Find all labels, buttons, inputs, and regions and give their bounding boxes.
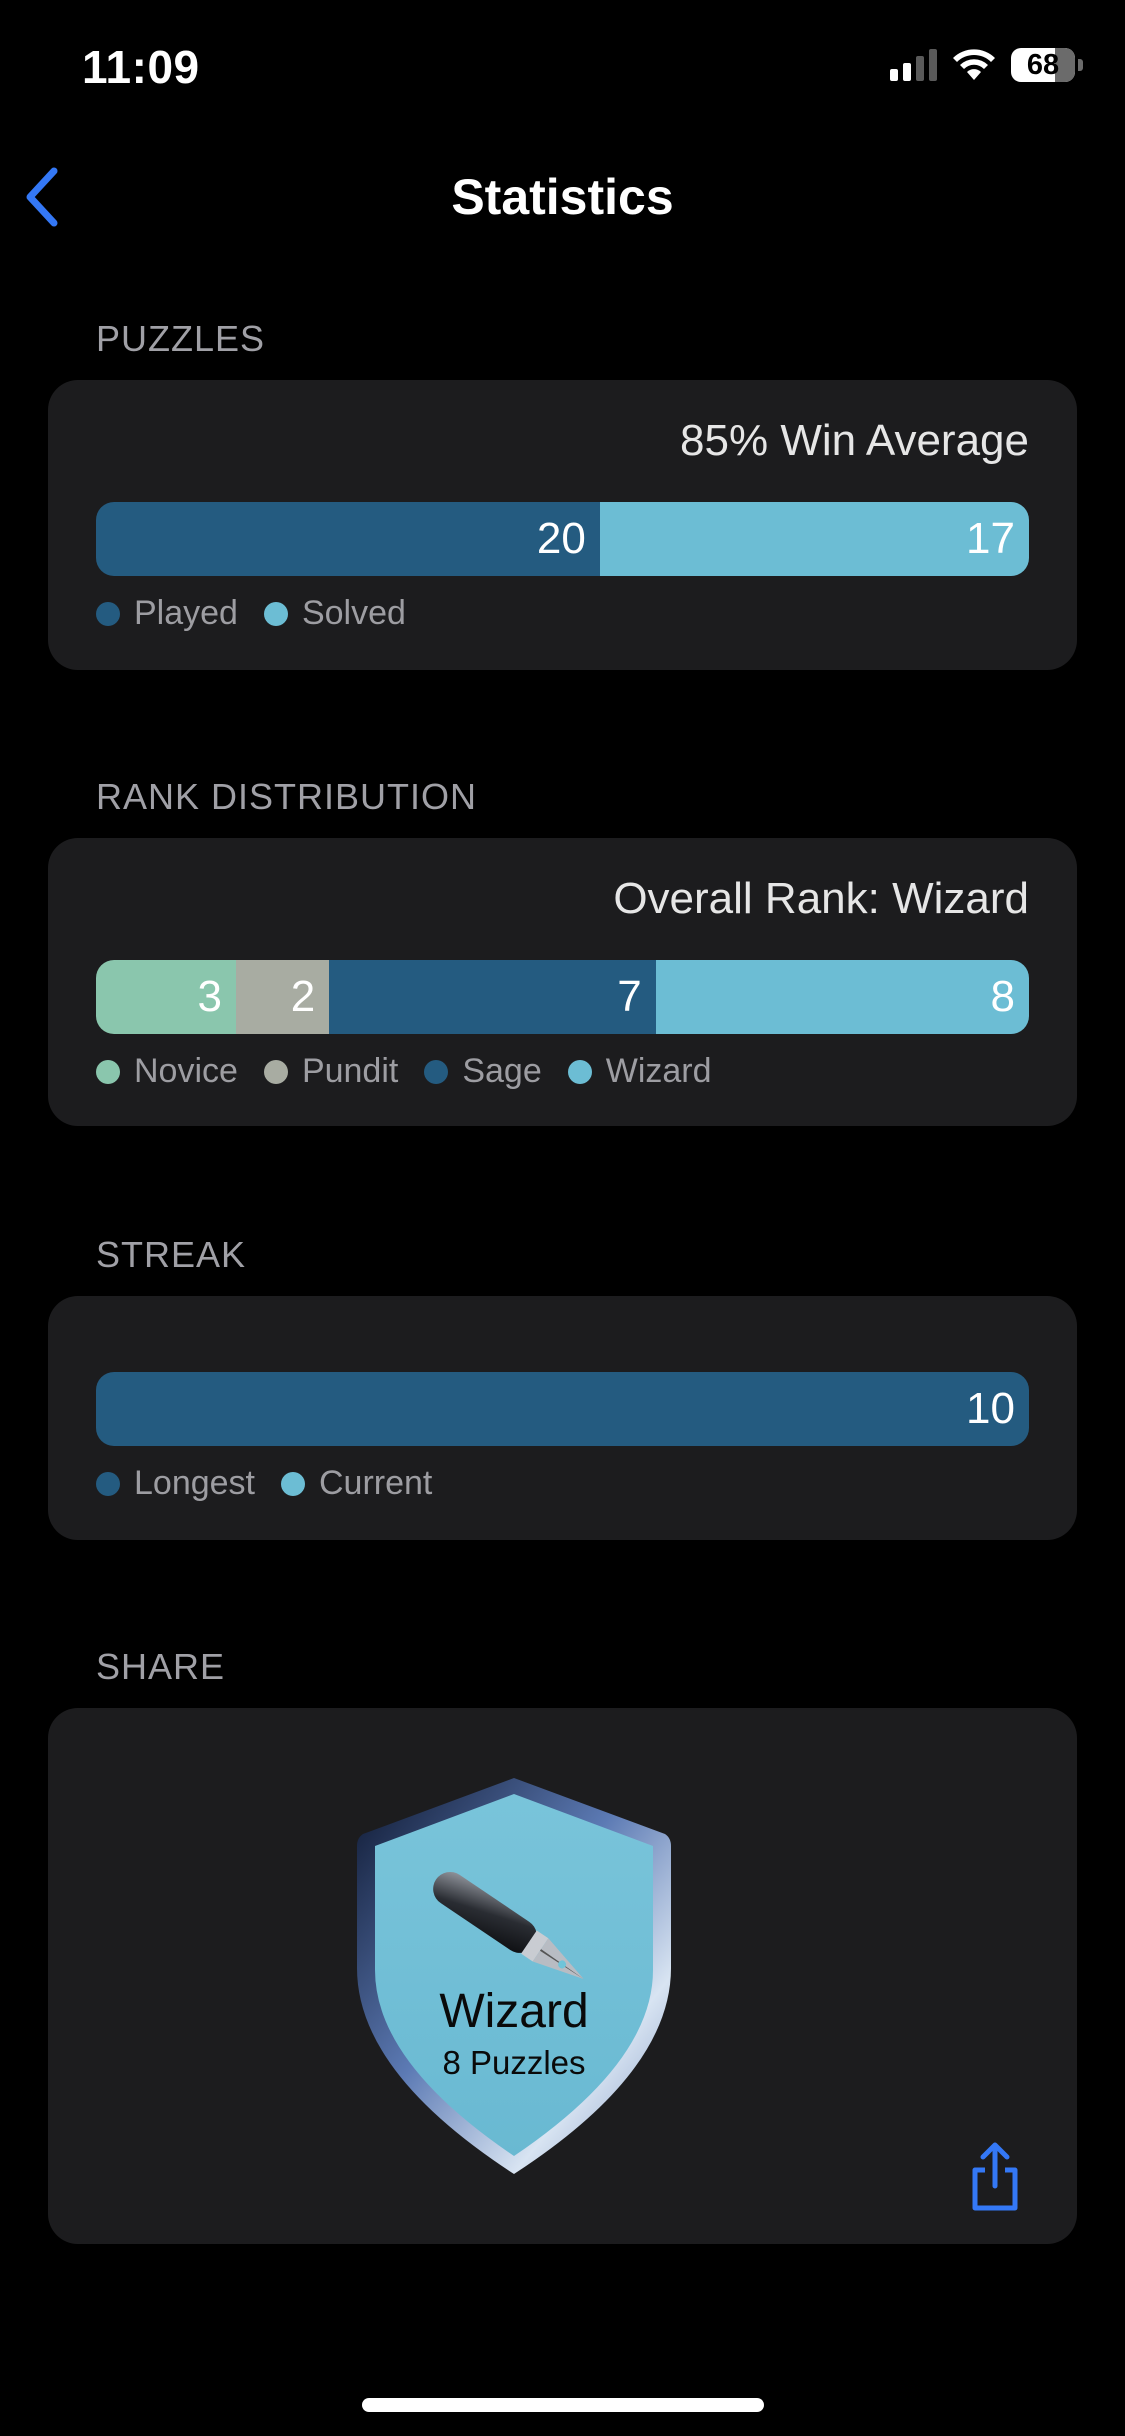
page-title: Statistics xyxy=(451,169,674,225)
legend-item: Wizard xyxy=(567,1052,712,1091)
status-icons: 68 xyxy=(890,48,1083,82)
legend-dot-icon xyxy=(96,601,120,626)
legend-label: Sage xyxy=(462,1052,542,1090)
chevron-left-icon xyxy=(26,167,58,227)
section-header-puzzles: PUZZLES xyxy=(96,318,266,359)
fountain-pen-icon xyxy=(433,1871,584,1979)
bar-segment: 17 xyxy=(599,502,1029,576)
legend-dot-icon xyxy=(424,1059,449,1084)
legend-label: Longest xyxy=(134,1464,255,1502)
legend-item: Current xyxy=(281,1464,432,1503)
bar-segment: 2 xyxy=(235,960,330,1034)
rank-badge: Wizard 8 Puzzles xyxy=(349,1772,679,2180)
badge-rank-title: Wizard xyxy=(439,1985,589,2038)
legend-label: Played xyxy=(134,594,238,632)
status-time: 11:09 xyxy=(82,41,200,93)
legend-dot-icon xyxy=(263,1059,288,1084)
legend-item: Novice xyxy=(96,1052,238,1091)
bar-segment: 10 xyxy=(96,1372,1029,1446)
shield-icon xyxy=(357,1778,671,2174)
legend-item: Solved xyxy=(263,594,406,633)
legend-label: Current xyxy=(319,1464,433,1502)
legend-label: Solved xyxy=(301,594,406,632)
section-header-streak: STREAK xyxy=(96,1234,247,1275)
section-header-rank: RANK DISTRIBUTION xyxy=(96,776,478,817)
legend-item: Longest xyxy=(96,1464,255,1503)
share-button[interactable] xyxy=(965,2142,1025,2214)
legend-dot-icon xyxy=(96,1059,120,1084)
overall-rank-text: Overall Rank: Wizard xyxy=(613,874,1029,923)
legend-dot-icon xyxy=(567,1059,592,1084)
win-average-text: 85% Win Average xyxy=(680,416,1029,465)
badge-subtitle: 8 Puzzles xyxy=(442,2044,586,2081)
legend-dot-icon xyxy=(96,1471,120,1496)
legend-label: Novice xyxy=(134,1052,238,1090)
puzzles-legend: Played Solved xyxy=(96,594,406,633)
legend-item: Sage xyxy=(424,1052,542,1091)
legend-dot-icon xyxy=(281,1471,305,1496)
section-header-share: SHARE xyxy=(96,1646,226,1687)
home-indicator xyxy=(362,2398,764,2412)
legend-label: Pundit xyxy=(301,1052,399,1090)
streak-legend: Longest Current xyxy=(96,1464,432,1503)
legend-item: Pundit xyxy=(263,1052,399,1091)
puzzles-bar: 20 17 xyxy=(96,502,1029,576)
battery-icon: 68 xyxy=(1011,48,1083,82)
cellular-signal-icon xyxy=(890,49,937,81)
rank-legend: Novice Pundit Sage Wizard xyxy=(96,1052,712,1091)
legend-dot-icon xyxy=(263,601,288,626)
bar-segment: 8 xyxy=(655,960,1029,1034)
puzzles-card: 85% Win Average 20 17 Played Solved xyxy=(48,380,1077,670)
wifi-icon xyxy=(953,49,995,80)
bar-segment: 3 xyxy=(96,960,236,1034)
bar-segment: 20 xyxy=(96,502,600,576)
streak-card: 10 Longest Current xyxy=(48,1296,1077,1540)
back-button[interactable] xyxy=(24,162,72,232)
legend-label: Wizard xyxy=(605,1052,712,1090)
bar-segment: 7 xyxy=(329,960,656,1034)
streak-bar: 10 xyxy=(96,1372,1029,1446)
legend-item: Played xyxy=(96,594,238,633)
share-icon xyxy=(972,2142,1018,2211)
battery-level: 68 xyxy=(1026,48,1060,81)
